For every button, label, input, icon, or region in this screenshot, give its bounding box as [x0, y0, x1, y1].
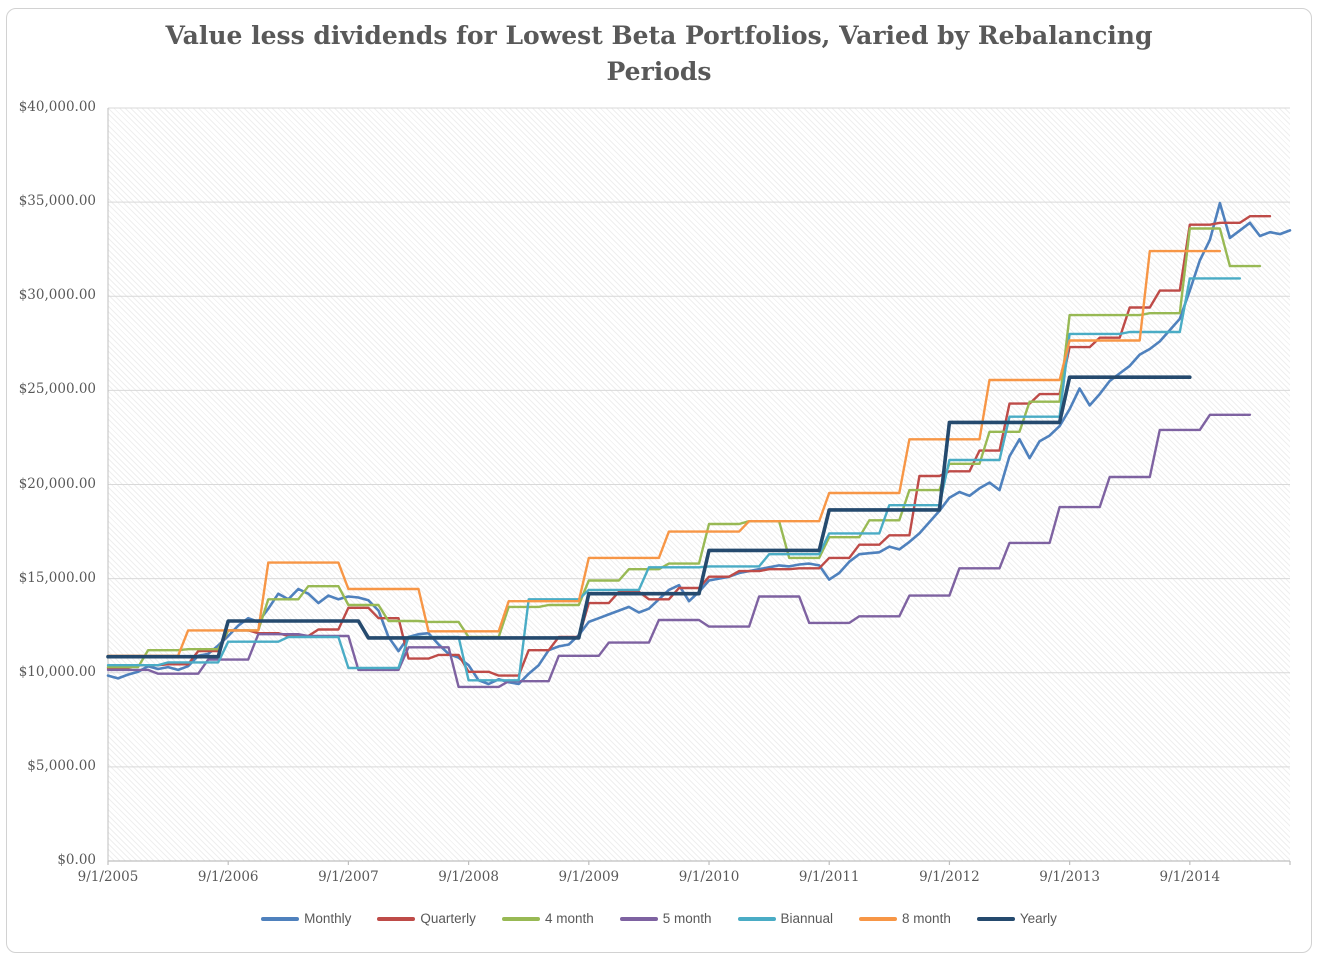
- x-tick-label: 9/1/2014: [1159, 869, 1221, 885]
- legend-item-yearly[interactable]: Yearly: [976, 911, 1057, 926]
- legend-swatch-icon: [737, 916, 776, 921]
- legend-label: Quarterly: [420, 911, 476, 926]
- legend-label: 4 month: [544, 911, 594, 926]
- x-tick-label: 9/1/2010: [678, 869, 740, 885]
- x-tick-label: 9/1/2008: [438, 869, 499, 885]
- y-tick-label: $20,000.00: [18, 475, 96, 492]
- legend-swatch-icon: [859, 916, 898, 921]
- legend-swatch-icon: [976, 916, 1015, 921]
- legend-swatch-icon: [377, 916, 416, 921]
- legend-swatch-icon: [619, 916, 658, 921]
- y-tick-label: $10,000.00: [18, 663, 96, 680]
- y-tick-label: $40,000.00: [18, 99, 96, 115]
- legend-label: Yearly: [1019, 911, 1057, 926]
- legend-swatch-icon: [501, 916, 540, 921]
- y-tick-label: $25,000.00: [18, 381, 96, 398]
- legend-item-5-month[interactable]: 5 month: [619, 911, 712, 926]
- x-tick-label: 9/1/2012: [919, 869, 980, 885]
- chart-title-line: Periods: [606, 57, 712, 86]
- legend-item-monthly[interactable]: Monthly: [261, 911, 351, 926]
- y-tick-label: $5,000.00: [27, 757, 96, 774]
- legend-item-8-month[interactable]: 8 month: [859, 911, 951, 926]
- chart-legend: Monthly Quarterly 4 month 5 month Biannual 8 …: [0, 911, 1318, 926]
- legend-label: Monthly: [304, 911, 352, 926]
- legend-item-4-month[interactable]: 4 month: [501, 911, 594, 926]
- x-tick-label: 9/1/2009: [558, 869, 620, 885]
- y-tick-label: $15,000.00: [18, 569, 96, 586]
- x-tick-label: 9/1/2013: [1039, 869, 1100, 885]
- chart-title-line: Value less dividends for Lowest Beta Por…: [165, 21, 1153, 50]
- y-tick-label: $35,000.00: [18, 193, 96, 210]
- chart-title[interactable]: Value less dividends for Lowest Beta Por…: [0, 18, 1318, 90]
- y-tick-label: $30,000.00: [18, 287, 96, 304]
- x-tick-label: 9/1/2005: [77, 869, 139, 885]
- x-tick-label: 9/1/2007: [318, 869, 379, 885]
- legend-label: 8 month: [902, 911, 951, 926]
- plot-area[interactable]: [108, 108, 1290, 861]
- x-tick-label: 9/1/2011: [798, 869, 860, 885]
- legend-item-quarterly[interactable]: Quarterly: [377, 911, 476, 926]
- legend-swatch-icon: [261, 916, 300, 921]
- legend-item-biannual[interactable]: Biannual: [737, 911, 834, 926]
- x-tick-label: 9/1/2006: [197, 869, 259, 885]
- legend-label: 5 month: [662, 911, 712, 926]
- legend-label: Biannual: [780, 911, 834, 926]
- y-tick-label: $0.00: [57, 852, 96, 868]
